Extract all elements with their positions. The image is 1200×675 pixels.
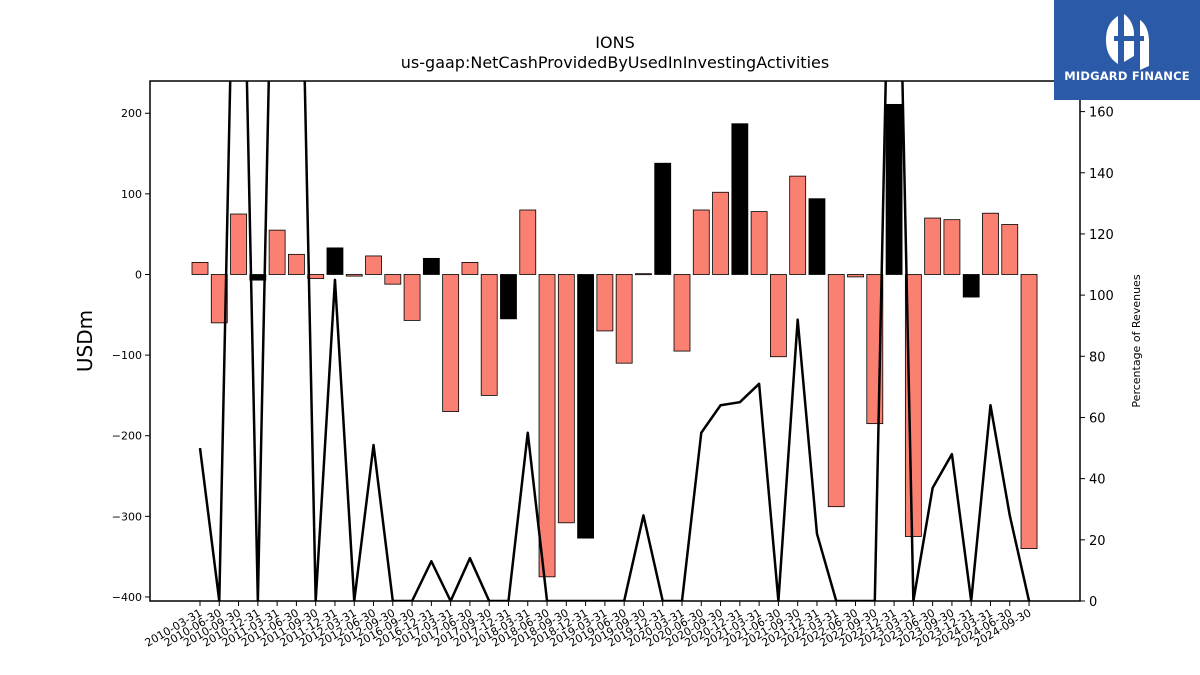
bar-2024-06-30 — [1001, 224, 1019, 275]
bar-2021-06-30 — [770, 274, 787, 358]
y-axis: −400 −300 −200 −100 0 100 200 — [112, 107, 150, 604]
bar-2010-09-30 — [230, 213, 247, 275]
bar-2018-06-30 — [538, 274, 556, 578]
bar-2020-03-31 — [673, 274, 691, 352]
y2-tick-label: 160 — [1089, 106, 1114, 121]
y2-axis: 0 20 40 60 80 100 120 140 160 — [1080, 106, 1114, 610]
bar-2016-09-30 — [403, 274, 421, 321]
bar-2012-03-31 — [345, 274, 363, 277]
bar-2016-12-31 — [422, 257, 440, 275]
y2-tick-label: 120 — [1089, 228, 1114, 243]
bar-2021-12-31 — [808, 198, 826, 275]
brand-name: MIDGARD FINANCE — [1064, 69, 1190, 83]
bar-2019-09-30 — [635, 273, 652, 276]
bar-2017-09-30 — [480, 274, 498, 396]
bar-2021-09-30 — [789, 175, 807, 275]
bar-2010-06-30 — [210, 274, 228, 324]
pct-revenue-line — [198, 81, 1031, 601]
bar-2020-09-30 — [712, 191, 729, 275]
y-tick-label: 200 — [121, 107, 142, 120]
bar-2022-06-30 — [847, 274, 864, 278]
y-axis-label: USDm — [73, 310, 97, 372]
bar-2017-12-31 — [500, 274, 517, 320]
y2-axis-label: Percentage of Revenues — [1130, 274, 1143, 407]
brand-logo: MIDGARD FINANCE — [1054, 0, 1200, 100]
bar-2023-03-31 — [904, 274, 922, 537]
bar-2011-06-30 — [287, 253, 305, 275]
y2-tick-label: 60 — [1089, 411, 1106, 426]
y2-tick-label: 100 — [1089, 289, 1114, 304]
bar-2019-06-30 — [615, 274, 633, 364]
y-tick-label: 0 — [135, 268, 142, 281]
y-tick-label: −200 — [112, 430, 142, 443]
line-layer — [198, 81, 1031, 601]
y-tick-label: −100 — [112, 349, 142, 362]
bar-2024-03-31 — [982, 212, 999, 275]
bar-2018-03-31 — [519, 209, 537, 275]
y2-tick-label: 140 — [1089, 167, 1114, 182]
bar-2010-03-31 — [191, 261, 209, 275]
bar-2011-12-31 — [326, 247, 344, 275]
y-tick-label: −300 — [112, 510, 142, 523]
bar-2011-03-31 — [268, 229, 286, 275]
bar-2018-12-31 — [577, 274, 594, 539]
bar-2022-03-31 — [827, 274, 845, 508]
bar-2012-06-30 — [365, 255, 382, 275]
bar-2017-06-30 — [461, 261, 479, 275]
y2-tick-label: 40 — [1089, 473, 1106, 488]
chart-subtitle: us-gaap:NetCashProvidedByUsedInInvesting… — [401, 53, 829, 72]
bar-2018-09-30 — [557, 274, 575, 524]
brand-mark-icon — [1106, 14, 1149, 70]
bar-2019-12-31 — [654, 162, 672, 275]
bar-2012-09-30 — [384, 274, 402, 285]
plot-frame — [149, 80, 1081, 602]
y-tick-label: 100 — [121, 188, 142, 201]
y2-tick-label: 20 — [1089, 534, 1106, 549]
bars-layer — [191, 103, 1038, 578]
bar-2024-09-30 — [1020, 274, 1038, 549]
bar-2020-06-30 — [692, 209, 710, 275]
chart-title: IONS — [595, 33, 634, 52]
bar-2017-03-31 — [442, 274, 460, 412]
bar-2023-06-30 — [924, 217, 942, 275]
bar-2021-03-31 — [750, 211, 768, 275]
bar-2020-12-31 — [731, 123, 749, 275]
y2-tick-label: 80 — [1089, 350, 1106, 365]
bar-2023-12-31 — [962, 274, 980, 298]
bar-2019-03-31 — [596, 274, 614, 332]
y2-tick-label: 0 — [1089, 595, 1097, 610]
bar-2022-12-31 — [885, 103, 903, 275]
x-axis: 2010-03-312010-06-302010-09-302010-12-31… — [143, 601, 1034, 650]
bar-2023-09-30 — [943, 219, 961, 275]
y-tick-label: −400 — [112, 591, 142, 604]
